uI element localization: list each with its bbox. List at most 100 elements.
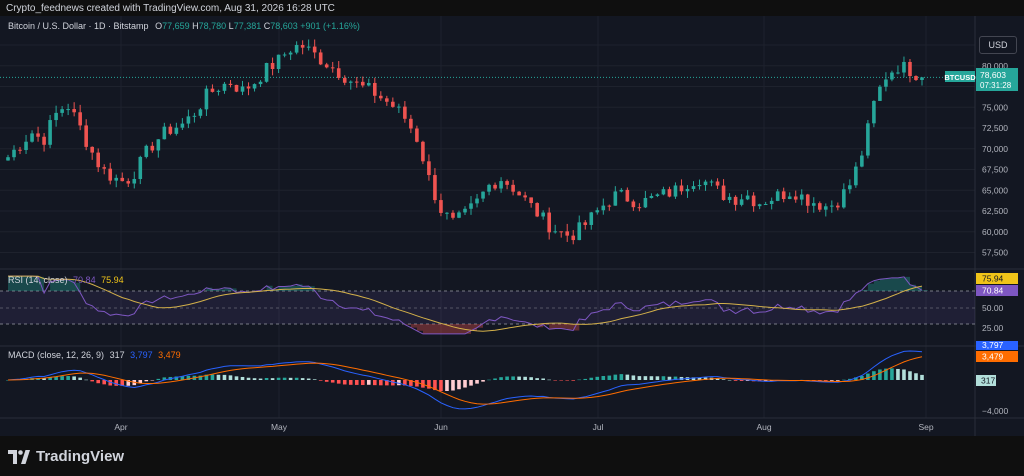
candle-body xyxy=(541,212,545,217)
currency-button[interactable]: USD xyxy=(979,36,1017,54)
candle-body xyxy=(661,189,666,195)
candle-body xyxy=(216,90,221,92)
macd-histogram-bar xyxy=(902,369,906,380)
macd-histogram-bar xyxy=(72,376,76,380)
ohlc-low: 77,381 xyxy=(233,21,262,31)
price-tick-label: 72,500 xyxy=(982,123,1008,133)
macd-histogram-bar xyxy=(451,380,455,391)
candle-body xyxy=(896,72,900,74)
time-tick-label: Sep xyxy=(918,422,933,432)
candle-body xyxy=(691,186,696,189)
candle-body xyxy=(6,157,10,161)
candle-body xyxy=(451,212,455,218)
price-tick-label: 65,000 xyxy=(982,185,1008,195)
macd-histogram-bar xyxy=(529,377,533,380)
candle-body xyxy=(336,68,341,78)
candle-body xyxy=(168,126,173,134)
chart-svg[interactable]: 82,50080,00077,50075,00072,50070,00067,5… xyxy=(0,16,1024,436)
candle-body xyxy=(150,145,155,151)
candle-body xyxy=(391,101,395,107)
macd-histogram-bar xyxy=(475,380,479,384)
ohlc-close-label: C xyxy=(263,21,271,31)
time-tick-label: Aug xyxy=(756,422,771,432)
candle-body xyxy=(535,203,539,217)
macd-histogram-bar xyxy=(878,369,882,380)
candle-body xyxy=(655,194,660,196)
macd-histogram-bar xyxy=(174,376,179,380)
time-tick-label: May xyxy=(271,422,288,432)
candle-body xyxy=(42,136,46,145)
candle-body xyxy=(186,116,191,124)
price-tick-label: 80,000 xyxy=(982,61,1008,71)
rsi-oversold-fill xyxy=(404,324,580,334)
price-tick-label: 67,500 xyxy=(982,165,1008,175)
macd-legend-macd: 3,797 xyxy=(130,350,153,360)
macd-histogram-bar xyxy=(138,380,143,384)
symbol-tag xyxy=(945,71,975,82)
candle-body xyxy=(601,205,606,211)
macd-histogram-bar xyxy=(366,380,371,385)
candle-body xyxy=(739,199,744,205)
candle-body xyxy=(126,181,131,184)
candle-body xyxy=(757,204,762,207)
candle-body xyxy=(733,196,738,205)
time-tick-label: Jun xyxy=(434,422,448,432)
candle-body xyxy=(66,109,70,111)
macd-histogram-bar xyxy=(252,378,257,380)
candle-body xyxy=(721,185,726,200)
candle-body xyxy=(360,81,365,86)
macd-histogram-bar xyxy=(583,378,588,380)
candle-body xyxy=(872,100,876,124)
rsi-overbought-fill xyxy=(8,276,928,291)
signal-tag xyxy=(976,351,1018,362)
macd-histogram-bar xyxy=(354,380,359,385)
rsi-legend: RSI (14, close) 70.84 75.94 xyxy=(8,275,124,285)
macd-line xyxy=(7,350,923,410)
macd-histogram-bar xyxy=(156,378,161,380)
time-axis[interactable]: Apr May Jun Jul Aug Sep xyxy=(114,422,933,432)
candle-body xyxy=(433,175,437,201)
candle-body xyxy=(366,82,371,86)
macd-histogram-bar xyxy=(415,380,419,387)
macd-histogram-bar xyxy=(264,377,269,380)
macd-histogram-bar xyxy=(318,380,323,381)
macd-tag-text: 3,797 xyxy=(982,340,1004,350)
candle-body xyxy=(409,118,413,129)
time-tick-label: Jul xyxy=(593,422,604,432)
candle-body xyxy=(643,197,648,208)
macd-histogram-bar xyxy=(409,380,413,386)
candle-body xyxy=(318,52,323,65)
macd-histogram-bar xyxy=(691,377,696,380)
rsi-ma-tag-text: 75.94 xyxy=(982,274,1004,284)
macd-histogram-bar xyxy=(276,377,281,380)
price-tick-label: 75,000 xyxy=(982,102,1008,112)
macd-histogram-bar xyxy=(439,380,443,392)
candle-body xyxy=(842,189,846,208)
candle-body xyxy=(180,123,185,128)
price-tick-label: 60,000 xyxy=(982,227,1008,237)
candle-body xyxy=(589,212,594,225)
chart-area[interactable]: 82,50080,00077,50075,00072,50070,00067,5… xyxy=(0,16,1024,436)
macd-histogram-bar xyxy=(42,378,46,380)
macd-histogram-bar xyxy=(914,373,918,380)
candle-body xyxy=(84,125,88,147)
ohlc-close: 78,603 xyxy=(270,21,298,31)
candle-body xyxy=(703,181,708,186)
macd-legend-hist: 317 xyxy=(109,350,125,360)
candle-body xyxy=(276,54,281,69)
macd-histogram-bar xyxy=(150,380,155,381)
macd-histogram-bar xyxy=(330,380,335,383)
macd-tag xyxy=(976,341,1018,350)
macd-histogram-bar xyxy=(162,377,167,380)
macd-histogram-bar xyxy=(433,380,437,391)
candle-body xyxy=(523,195,527,198)
candle-body xyxy=(830,205,834,207)
candle-body xyxy=(312,46,317,53)
macd-histogram-bar xyxy=(114,380,119,386)
candle-body xyxy=(156,139,161,151)
candle-body xyxy=(246,86,251,89)
tradingview-logo[interactable]: TradingView xyxy=(8,448,124,465)
ohlc-high-label: H xyxy=(192,21,199,31)
macd-histogram-bar xyxy=(571,380,576,381)
macd-histogram-bar xyxy=(854,377,858,380)
